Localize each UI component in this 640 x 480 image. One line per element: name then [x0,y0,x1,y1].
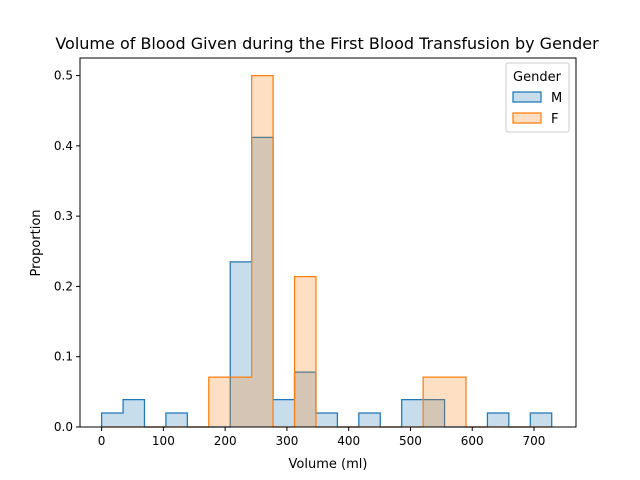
bar-m [230,261,252,427]
bar-m [487,412,509,427]
x-axis-label: Volume (ml) [289,457,368,472]
y-tick-label: 0.1 [54,350,73,364]
bar-f [294,276,316,427]
legend: Gender M F [505,62,570,133]
y-tick-label: 0.5 [54,69,73,83]
bar-f [230,377,252,427]
bar-m [273,399,295,427]
x-tick-label: 700 [523,434,546,448]
x-tick-label: 500 [399,434,422,448]
axes-layer: 0 100 200 300 400 500 600 700 0.0 0.1 0.2 0.3 0.4 0.5 [54,57,577,448]
bar-m [401,399,424,427]
x-tick-label: 100 [152,434,175,448]
y-tick-label: 0.3 [54,209,73,223]
bar-f [208,377,231,427]
bar-m [251,137,274,427]
x-tick-label: 300 [275,434,298,448]
bar-f [444,377,466,427]
legend-label-m: M [551,91,562,106]
bar-m [101,412,124,427]
bar-m [358,412,381,427]
bar-m [165,412,188,427]
bar-m [315,412,338,427]
x-tick-label: 0 [98,434,106,448]
series-f [101,74,552,428]
bar-f [423,377,445,427]
series-m [100,136,553,428]
bar-m [423,399,445,427]
bar-m [123,399,145,427]
x-tick-label: 400 [337,434,360,448]
y-axis-label: Proportion [29,209,44,276]
y-tick-label: 0.0 [54,420,73,434]
bar-m [294,372,316,427]
step-outline-f [101,74,552,428]
y-tick-label: 0.4 [54,139,73,153]
bars-layer [100,74,553,428]
bar-m [530,412,552,427]
chart-title: Volume of Blood Given during the First B… [55,34,599,53]
legend-swatch-m [512,91,542,103]
legend-label-f: F [551,112,558,127]
x-tick-label: 200 [214,434,237,448]
legend-swatch-f [512,112,542,124]
x-tick-label: 600 [461,434,484,448]
legend-title: Gender [513,70,562,85]
bar-f [251,75,274,428]
step-outline-m [100,136,553,428]
y-tick-label: 0.2 [54,279,73,293]
plot-frame [79,57,577,428]
legend-frame [505,62,570,133]
